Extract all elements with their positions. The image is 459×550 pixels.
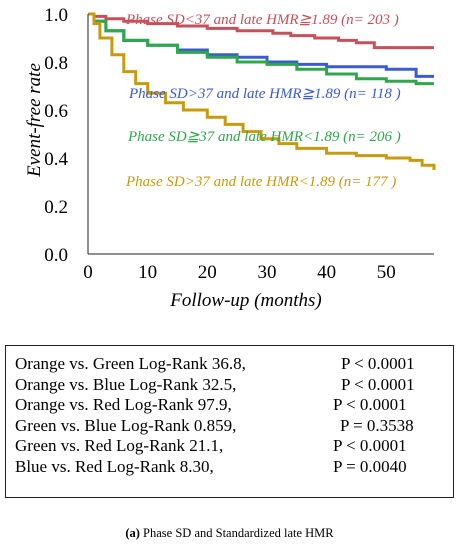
y-tick-label: 1.0 [44,5,68,26]
y-tick-label: 0.4 [44,149,68,170]
x-tick-label: 20 [198,262,217,283]
y-tick-label: 0.2 [44,197,68,218]
x-axis-label: Follow-up (months) [169,290,321,311]
stat-comparison: Blue vs. Red Log-Rank 8.30, [15,456,214,476]
caption-label: (a) [125,526,140,540]
stat-p-value: P < 0.0001 [333,395,407,415]
x-tick-label: 10 [138,262,157,283]
stat-p-value: P < 0.0001 [341,374,415,394]
series-line-1 [88,12,434,50]
figure-caption: (a) Phase SD and Standardized late HMR [0,526,459,541]
stat-p-value: P = 0.0040 [333,456,407,476]
log-rank-stats-box: Orange vs. Green Log-Rank 36.8, P < 0.000… [5,345,454,498]
series-line-4 [88,12,436,170]
stat-comparison: Orange vs. Blue Log-Rank 32.5, [15,374,237,394]
stat-p-value: P < 0.0001 [333,436,407,456]
x-tick-label: 30 [257,262,276,283]
stat-row: Orange vs. Green Log-Rank 36.8, P < 0.000… [15,354,453,375]
stat-row: Blue vs. Red Log-Rank 8.30, P = 0.0040 [15,457,453,478]
stat-comparison: Green vs. Blue Log-Rank 0.859, [15,415,237,435]
stat-row: Orange vs. Red Log-Rank 97.9, P < 0.0001 [15,395,453,416]
series-line-3 [88,12,434,86]
stat-comparison: Orange vs. Green Log-Rank 36.8, [15,354,246,373]
x-tick-label: 40 [317,262,336,283]
legend-label-4: Phase SD>37 and late HMR<1.89 (n= 177 ) [125,174,396,190]
stat-p-value: P = 0.3538 [340,415,414,435]
stat-row: Green vs. Red Log-Rank 21.1, P < 0.0001 [15,436,453,457]
y-tick-label: 0.8 [44,53,68,74]
legend-label-2: Phase SD>37 and late HMR≧1.89 (n= 118 ) [128,86,401,102]
stat-comparison: Orange vs. Red Log-Rank 97.9, [15,395,232,415]
caption-text: Phase SD and Standardized late HMR [139,526,334,540]
y-axis-label: Event-free rate [24,63,45,178]
stat-p-value: P < 0.0001 [341,354,415,373]
y-tick-label: 0.0 [44,245,68,266]
survival-chart: 0.0 0.2 0.4 0.6 0.8 1.0 0 10 20 30 40 50 Phase SD<3… [24,5,436,311]
legend-label-1: Phase SD<37 and late HMR≧1.89 (n= 203 ) [125,12,399,28]
legend-label-3: Phase SD≧37 and late HMR<1.89 (n= 206 ) [127,129,401,145]
x-tick-label: 50 [377,262,396,283]
stat-row: Green vs. Blue Log-Rank 0.859, P = 0.3538 [15,416,453,437]
stat-comparison: Green vs. Red Log-Rank 21.1, [15,436,224,456]
y-tick-label: 0.6 [44,101,68,122]
x-tick-label: 0 [83,262,93,283]
stat-row: Orange vs. Blue Log-Rank 32.5, P < 0.0001 [15,375,453,396]
